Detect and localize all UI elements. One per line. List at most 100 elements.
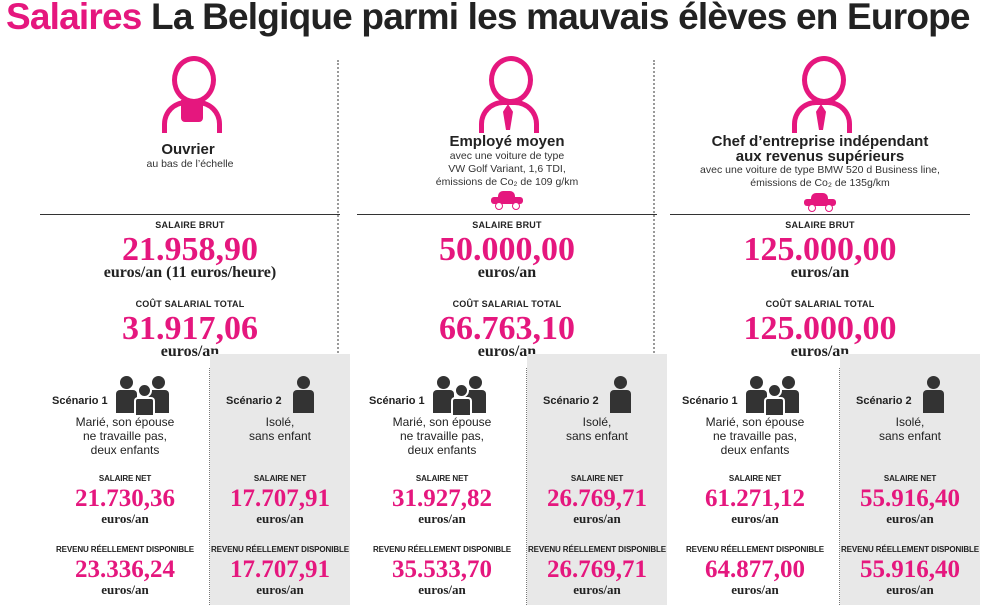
column-employe: Employé moyen avec une voiture de type VW… (357, 50, 667, 605)
scenario1-revenu-unit: euros/an (731, 582, 779, 597)
worker-icon (157, 56, 227, 133)
scenario1-net-value: 21.730,36 (75, 485, 175, 512)
single-person-icon (293, 375, 315, 413)
single-person-icon (923, 375, 945, 413)
scenario1-net-label: SALAIRE NET (728, 474, 782, 483)
family-icon (116, 375, 170, 415)
salaire-brut-unit: euros/an (477, 264, 537, 281)
scenario1-description: Marié, son épouse ne travaille pas, deux e… (75, 415, 175, 457)
scenario-divider (839, 368, 840, 605)
scenario1-net-label: SALAIRE NET (415, 474, 469, 483)
title-keyword: Salaires (6, 0, 142, 37)
role-subtitle: émissions de Co₂ de 135g/km (750, 177, 890, 189)
scenario1-net-value: 31.927,82 (392, 485, 492, 512)
scenario2-label: Scénario 2 (856, 395, 912, 407)
scenario2-revenu-value: 26.769,71 (547, 556, 647, 583)
car-icon (804, 193, 836, 212)
scenario2-panel (527, 354, 667, 605)
scenario1-description: Marié, son épouse ne travaille pas, deux e… (392, 415, 492, 457)
title-text: La Belgique parmi les mauvais élèves en … (151, 0, 970, 37)
scenario1-revenu-label: REVENU RÉELLEMENT DISPONIBLE (372, 545, 512, 554)
scenario2-net-unit: euros/an (573, 511, 621, 526)
employee-icon (474, 56, 544, 133)
cout-salarial-unit: euros/an (790, 343, 850, 360)
scenario1-net-unit: euros/an (101, 511, 149, 526)
role-title: Employé moyen (449, 133, 565, 150)
scenario1-revenu-value: 35.533,70 (392, 556, 492, 583)
scenario1-revenu-unit: euros/an (418, 582, 466, 597)
scenario2-revenu-unit: euros/an (256, 582, 304, 597)
scenario2-description: Isolé, sans enfant (565, 415, 629, 443)
salaire-brut-unit: euros/an (790, 264, 850, 281)
scenario2-revenu-value: 55.916,40 (860, 556, 960, 583)
role-title-line2: aux revenus supérieurs (735, 148, 905, 165)
scenario1-net-label: SALAIRE NET (98, 474, 152, 483)
family-icon (433, 375, 487, 415)
scenario2-net-label: SALAIRE NET (570, 474, 624, 483)
role-subtitle: au bas de l’échelle (146, 158, 234, 170)
scenario2-net-value: 26.769,71 (547, 485, 647, 512)
salaire-brut-label: SALAIRE BRUT (472, 220, 542, 230)
scenario2-label: Scénario 2 (226, 395, 282, 407)
scenario2-panel (210, 354, 350, 605)
divider (670, 214, 970, 215)
scenario1-description: Marié, son épouse ne travaille pas, deux e… (705, 415, 805, 457)
single-person-icon (610, 375, 632, 413)
cout-salarial-label: COÛT SALARIAL TOTAL (452, 299, 562, 309)
scenario2-net-unit: euros/an (256, 511, 304, 526)
role-subtitle: avec une voiture de type (449, 150, 565, 162)
divider (357, 214, 657, 215)
scenario2-net-value: 55.916,40 (860, 485, 960, 512)
scenario1-label: Scénario 1 (369, 395, 425, 407)
scenario1-revenu-value: 23.336,24 (75, 556, 175, 583)
divider (40, 214, 340, 215)
scenario2-revenu-value: 17.707,91 (230, 556, 330, 583)
column-ouvrier: Ouvrier au bas de l’échelle SALAIRE BRUT… (40, 50, 350, 605)
scenario2-revenu-label: REVENU RÉELLEMENT DISPONIBLE (527, 545, 667, 554)
scenario2-label: Scénario 2 (543, 395, 599, 407)
scenario1-net-unit: euros/an (418, 511, 466, 526)
scenario1-revenu-label: REVENU RÉELLEMENT DISPONIBLE (685, 545, 825, 554)
cout-salarial-value: 66.763,10 (439, 310, 575, 347)
cout-salarial-label: COÛT SALARIAL TOTAL (765, 299, 875, 309)
scenario2-revenu-unit: euros/an (886, 582, 934, 597)
scenario2-net-label: SALAIRE NET (253, 474, 307, 483)
executive-icon (787, 56, 857, 133)
salaire-brut-unit: euros/an (11 euros/heure) (103, 264, 277, 281)
scenario2-panel (840, 354, 980, 605)
cout-salarial-unit: euros/an (160, 343, 220, 360)
scenario-divider (526, 368, 527, 605)
family-icon (746, 375, 800, 415)
scenario2-description: Isolé, sans enfant (878, 415, 942, 443)
scenario1-label: Scénario 1 (52, 395, 108, 407)
scenario1-revenu-value: 64.877,00 (705, 556, 805, 583)
scenario1-revenu-label: REVENU RÉELLEMENT DISPONIBLE (55, 545, 195, 554)
column-chef: Chef d’entreprise indépendant aux revenu… (670, 50, 980, 605)
cout-salarial-unit: euros/an (477, 343, 537, 360)
role-subtitle: avec une voiture de type BMW 520 d Busin… (700, 164, 940, 176)
salaire-brut-value: 125.000,00 (743, 231, 897, 268)
car-icon (491, 191, 523, 210)
salaire-brut-label: SALAIRE BRUT (785, 220, 855, 230)
salaire-brut-value: 21.958,90 (122, 231, 258, 268)
salaire-brut-label: SALAIRE BRUT (155, 220, 225, 230)
salaire-brut-value: 50.000,00 (439, 231, 575, 268)
scenario1-label: Scénario 1 (682, 395, 738, 407)
scenario-divider (209, 368, 210, 605)
scenario2-revenu-unit: euros/an (573, 582, 621, 597)
scenario2-net-label: SALAIRE NET (883, 474, 937, 483)
scenario2-net-value: 17.707,91 (230, 485, 330, 512)
scenario2-revenu-label: REVENU RÉELLEMENT DISPONIBLE (840, 545, 980, 554)
role-title: Ouvrier (161, 141, 215, 158)
column-separator (337, 60, 339, 605)
scenario1-net-value: 61.271,12 (705, 485, 805, 512)
role-subtitle: VW Golf Variant, 1,6 TDI, (448, 163, 566, 175)
scenario2-net-unit: euros/an (886, 511, 934, 526)
role-subtitle: émissions de Co₂ de 109 g/km (435, 176, 579, 188)
role-title: Chef d’entreprise indépendant (711, 133, 929, 150)
cout-salarial-label: COÛT SALARIAL TOTAL (135, 299, 245, 309)
column-separator (653, 60, 655, 605)
scenario2-description: Isolé, sans enfant (248, 415, 312, 443)
scenario2-revenu-label: REVENU RÉELLEMENT DISPONIBLE (210, 545, 350, 554)
cout-salarial-value: 31.917,06 (122, 310, 258, 347)
